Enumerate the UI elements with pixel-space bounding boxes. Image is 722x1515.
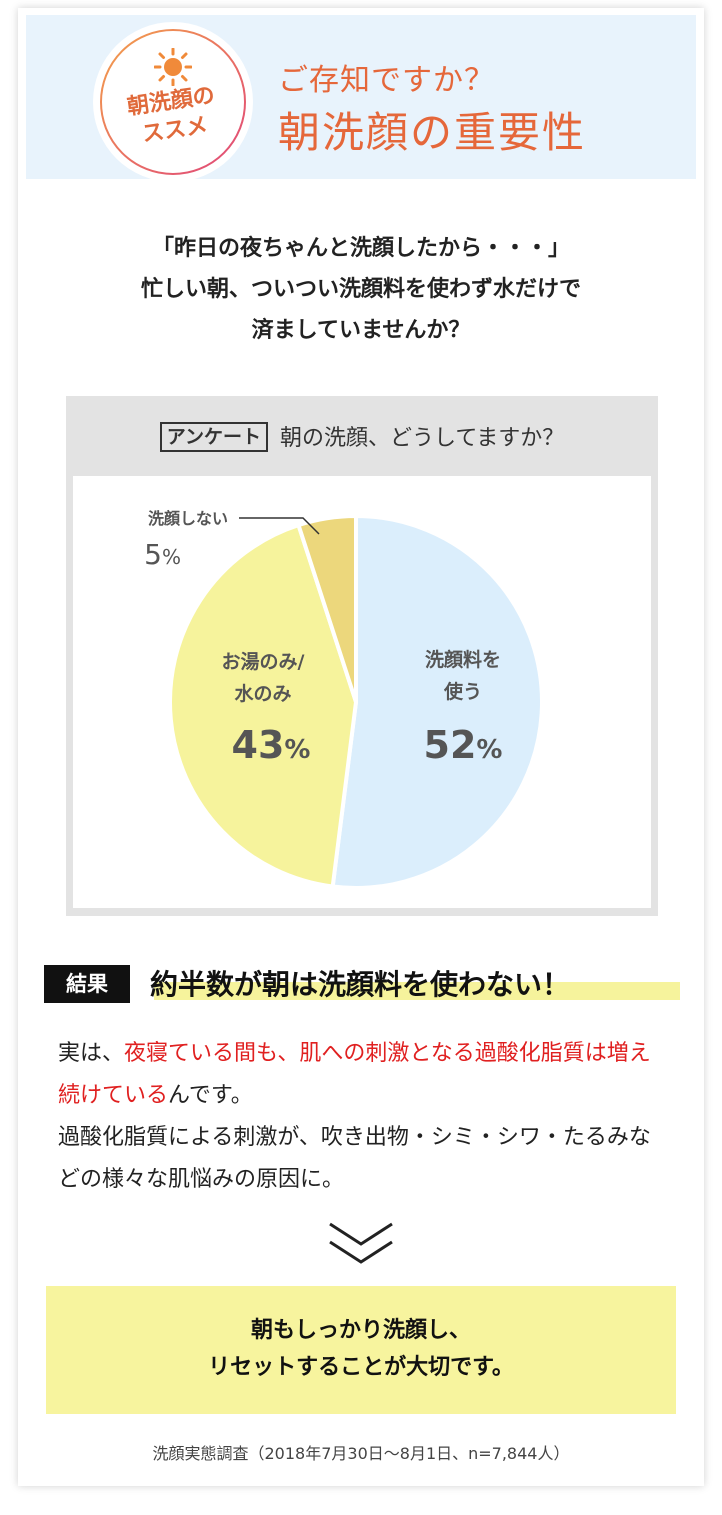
explanation-text: 実は、夜寝ている間も、肌への刺激となる過酸化脂質は増え続けているんです。 過酸化… (58, 1033, 668, 1201)
survey-question: 朝の洗顔、どうしてますか？ (280, 426, 565, 451)
page-title: 朝洗顔の重要性 (278, 108, 587, 157)
pie-value-water-only: 43% (232, 723, 311, 767)
survey-source: 洗顔実態調査（2018年7月30日〜8月1日、n=7,844人） (152, 1444, 570, 1463)
result-text: 約半数が朝は洗顔料を使わない！ (150, 968, 571, 1001)
explanation-paragraph-1: 実は、夜寝ている間も、肌への刺激となる過酸化脂質は増え続けているんです。 (58, 1033, 668, 1117)
pie-label-face-wash-line2: 使う (443, 681, 482, 703)
pie-slice-face-wash (330, 513, 545, 890)
pie-label-face-wash-line1: 洗顔料を (425, 648, 501, 671)
intro-line3: 済ましていませんか？ (251, 318, 471, 343)
survey-tag: アンケート (159, 422, 268, 452)
survey-panel: アンケート 朝の洗顔、どうしてますか？ 洗顔料を 使う 52% お湯のみ/水のみ 43% 洗… (66, 396, 658, 916)
pie-label-water-only-line1: お湯のみ/ (222, 651, 305, 673)
content-card: 朝洗顔の ススメ ご存知ですか？ 朝洗顔の重要性 「昨日の夜ちゃんと洗顔したから… (18, 8, 704, 1486)
result-tag: 結果 (44, 965, 130, 1003)
survey-title: アンケート 朝の洗顔、どうしてますか？ (66, 420, 658, 452)
cta-box: 朝もしっかり洗顔し、 リセットすることが大切です。 (46, 1286, 676, 1414)
intro-line1: 「昨日の夜ちゃんと洗顔したから・・・」 (151, 236, 570, 261)
pie-leader-line-no-wash (239, 517, 320, 535)
sun-icon (154, 48, 192, 86)
p1-start: 実は、 (58, 1041, 125, 1066)
double-chevron-down-icon (329, 1222, 393, 1264)
pie-slice-water-only (168, 522, 359, 889)
badge-ring (100, 29, 246, 175)
cta-line1: 朝もしっかり洗顔し、 (250, 1318, 471, 1343)
header-banner: 朝洗顔の ススメ ご存知ですか？ 朝洗顔の重要性 (26, 15, 696, 179)
intro-line2: 忙しい朝、ついつい洗顔料を使わず水だけで (140, 277, 581, 302)
intro-text: 「昨日の夜ちゃんと洗顔したから・・・」 忙しい朝、ついつい洗顔料を使わず水だけで… (18, 228, 704, 351)
pie-slice-no-wash (296, 513, 358, 703)
result-highlight (154, 982, 680, 1000)
p1-emphasis: 夜寝ている間も、肌への刺激となる過酸化脂質は増え続けている (58, 1041, 651, 1108)
pie-value-face-wash: 52% (424, 723, 503, 767)
morning-wash-badge: 朝洗顔の ススメ (96, 25, 250, 179)
cta-line2: リセットすることが大切です。 (208, 1355, 514, 1380)
pie-label-no-wash: 洗顔しない (148, 509, 228, 528)
pie-value-no-wash: 5% (144, 538, 181, 571)
explanation-paragraph-2: 過酸化脂質による刺激が、吹き出物・シミ・シワ・たるみなどの様々な肌悩みの原因に。 (58, 1125, 651, 1192)
pie-chart-box: 洗顔料を使う 52% お湯のみ/水のみ 43% 洗顔しない 5% (73, 476, 651, 908)
p1-end: んです。 (168, 1083, 253, 1108)
subheading: ご存知ですか？ (278, 63, 495, 98)
pie-label-water-only-line2: 水のみ (234, 683, 291, 705)
